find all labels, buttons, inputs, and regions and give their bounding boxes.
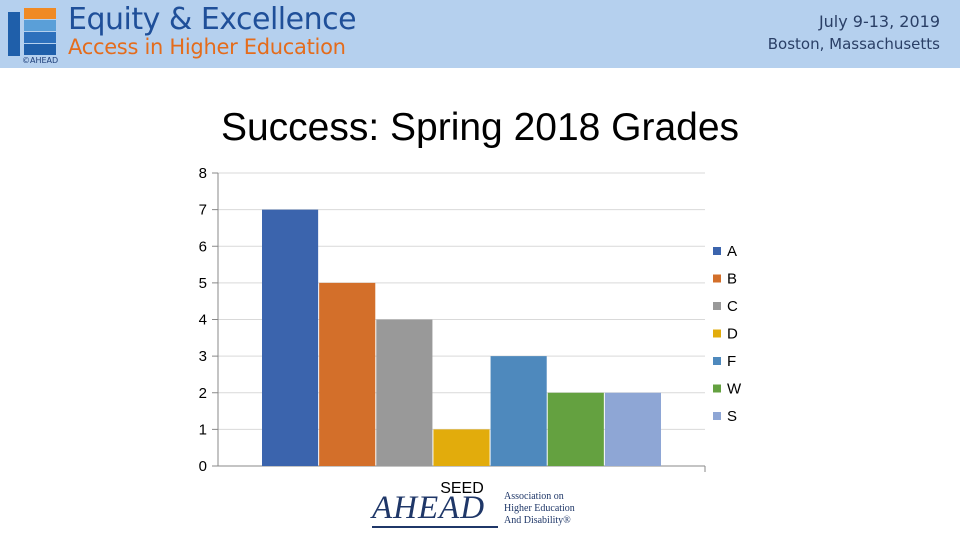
x-category-label: SEED bbox=[440, 480, 484, 497]
bar-b bbox=[319, 282, 376, 466]
logo-underline bbox=[372, 526, 498, 528]
logo-caption: ©AHEAD bbox=[22, 56, 59, 65]
y-tick-label: 1 bbox=[199, 421, 207, 438]
legend-label-f: F bbox=[727, 353, 736, 370]
bar-s bbox=[604, 392, 661, 466]
y-tick-label: 6 bbox=[199, 238, 207, 255]
legend-swatch-w bbox=[713, 384, 721, 393]
y-tick-label: 2 bbox=[199, 385, 207, 402]
conference-title: Equity & Excellence bbox=[68, 2, 357, 37]
y-tick-label: 3 bbox=[199, 348, 207, 365]
legend-label-d: D bbox=[727, 326, 738, 343]
legend-label-a: A bbox=[727, 243, 737, 260]
legend-swatch-c bbox=[713, 302, 721, 310]
conference-date: July 9-13, 2019 bbox=[818, 12, 940, 31]
legend-label-s: S bbox=[727, 408, 737, 425]
ahead-logo-text: AHEAD bbox=[372, 490, 486, 526]
y-tick-label: 7 bbox=[199, 202, 207, 219]
y-tick-label: 8 bbox=[199, 165, 207, 182]
bar-d bbox=[433, 429, 490, 466]
slide-title: Success: Spring 2018 Grades bbox=[220, 106, 740, 149]
ahead-org-name: Association on Higher Education And Disa… bbox=[504, 491, 575, 526]
legend-swatch-s bbox=[713, 412, 721, 420]
y-tick-label: 5 bbox=[199, 275, 207, 292]
bar-w bbox=[547, 392, 604, 466]
legend-swatch-b bbox=[713, 274, 721, 283]
conference-location: Boston, Massachusetts bbox=[767, 35, 940, 53]
conference-subtitle: Access in Higher Education bbox=[68, 35, 346, 59]
legend-swatch-f bbox=[713, 357, 721, 365]
bar-f bbox=[490, 356, 547, 466]
equity-logo-icon bbox=[8, 8, 56, 56]
legend-label-w: W bbox=[727, 381, 742, 398]
bar-c bbox=[376, 319, 433, 466]
ahead-footer-logo: AHEAD Association on Higher Education An… bbox=[372, 490, 602, 532]
y-tick-label: 0 bbox=[199, 458, 207, 475]
legend-label-b: B bbox=[727, 271, 737, 288]
legend-label-c: C bbox=[727, 298, 738, 315]
conference-banner: ©AHEAD Equity & Excellence Access in Hig… bbox=[0, 0, 960, 68]
y-tick-label: 4 bbox=[199, 312, 207, 329]
bar-a bbox=[262, 209, 319, 466]
legend-swatch-d bbox=[713, 329, 721, 338]
legend-swatch-a bbox=[713, 247, 721, 255]
